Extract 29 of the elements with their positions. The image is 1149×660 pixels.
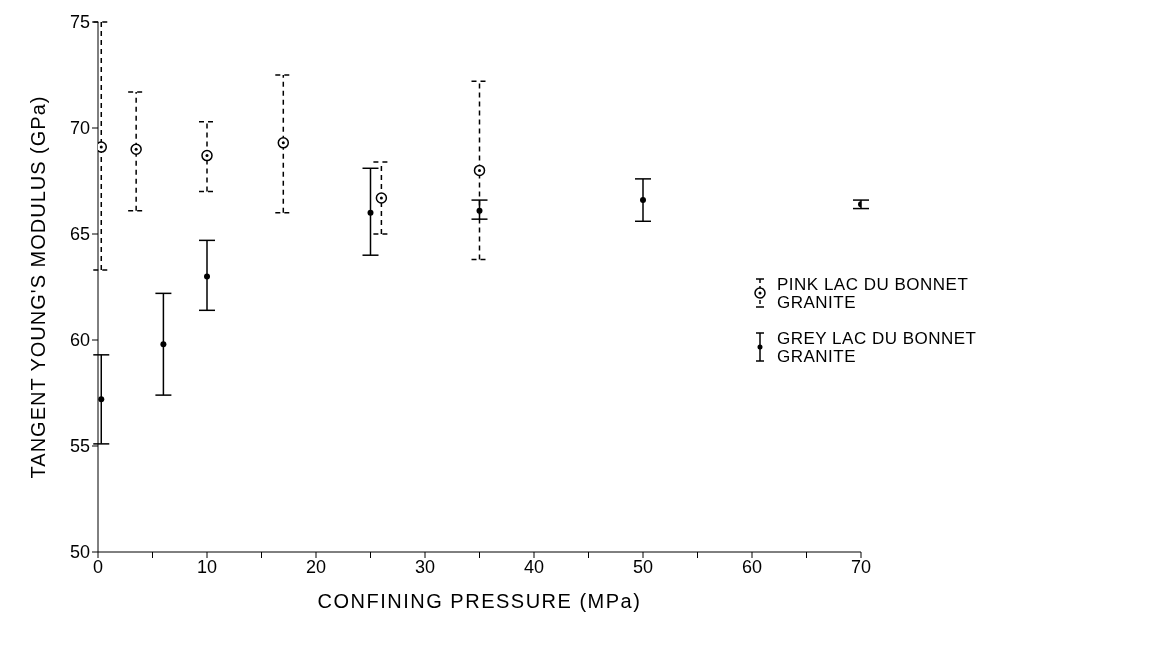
point <box>476 207 483 214</box>
point <box>204 273 210 280</box>
x-tick-label: 40 <box>523 556 545 577</box>
point <box>130 143 142 155</box>
x-tick-label: 70 <box>850 556 872 577</box>
point <box>277 137 290 149</box>
x-tick-label: 60 <box>741 556 763 577</box>
x-tick-label: 20 <box>305 556 327 577</box>
x-tick-label: 30 <box>414 556 436 577</box>
y-axis-title: TANGENT YOUNG'S MODULUS (GPa) <box>27 95 50 479</box>
y-tick-label: 75 <box>69 12 90 33</box>
y-tick-label: 60 <box>69 330 90 351</box>
y-tick-label: 70 <box>69 118 90 139</box>
x-axis-title: CONFINING PRESSURE (MPa) <box>317 590 642 612</box>
x-tick-label: 10 <box>196 556 218 577</box>
legend-label: PINK LAC DU BONNET GRANITE <box>777 275 969 312</box>
y-tick-label: 55 <box>69 436 90 457</box>
point <box>201 149 213 162</box>
point <box>98 396 105 403</box>
point <box>367 209 374 216</box>
y-tick-label: 65 <box>69 224 90 245</box>
x-tick-label: 50 <box>632 556 654 577</box>
point <box>473 164 486 177</box>
legend-label: GREY LAC DU BONNET GRANITE <box>777 329 978 366</box>
x-tick-label: 0 <box>92 556 104 577</box>
point <box>160 341 167 348</box>
y-tick-label: 50 <box>69 542 90 563</box>
point <box>375 192 388 204</box>
point <box>640 197 646 204</box>
